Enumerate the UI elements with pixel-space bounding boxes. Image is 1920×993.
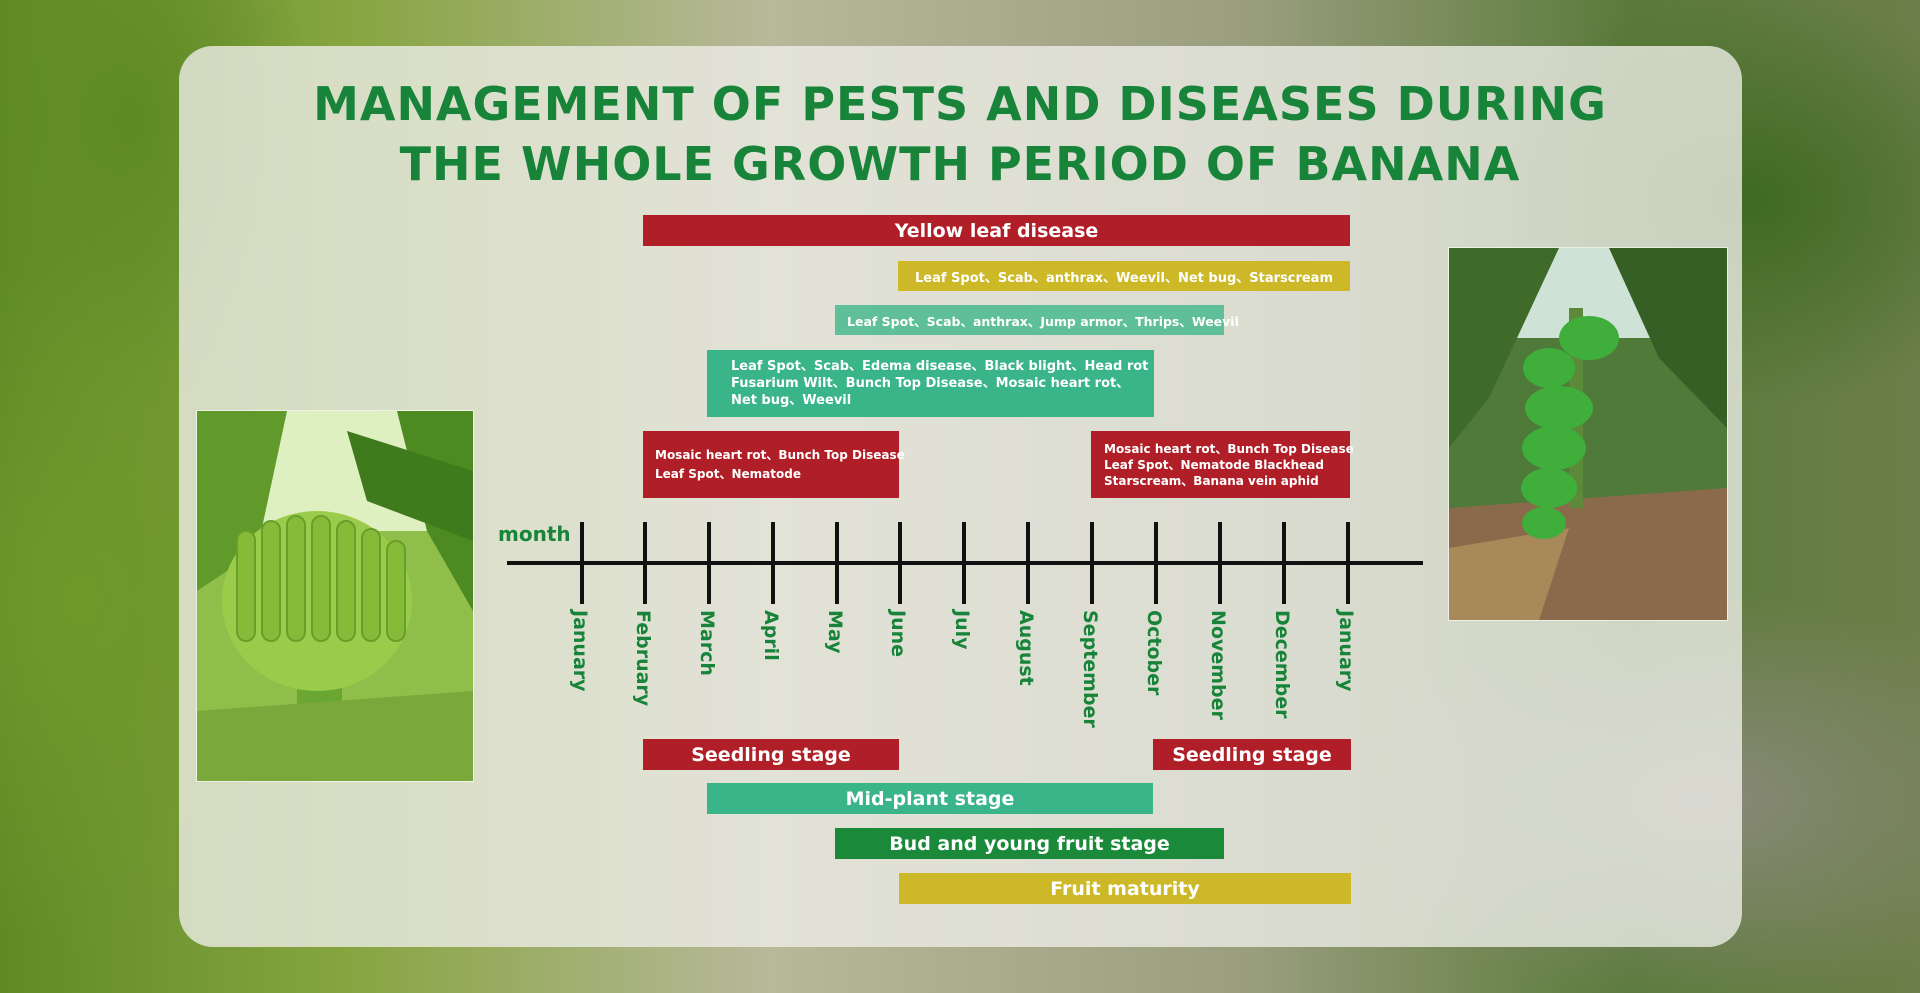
- stage-bar-seedling-late: Seedling stage: [1153, 739, 1351, 770]
- month-label: September: [1079, 610, 1101, 728]
- month-tick: [835, 522, 839, 604]
- month-label: January: [1335, 610, 1357, 692]
- pest-bar-may-oct: Leaf Spot、Scab、anthrax、Jump armor、Thrips…: [835, 305, 1239, 335]
- month-label: November: [1207, 610, 1229, 720]
- month-tick: [707, 522, 711, 604]
- month-label: December: [1271, 610, 1293, 719]
- month-label: August: [1015, 610, 1037, 686]
- stage-bar-seedling-early: Seedling stage: [643, 739, 899, 770]
- pest-bar-yellow-leaf-disease: Yellow leaf disease: [643, 215, 1350, 246]
- pest-bar-label: Leaf Spot、Scab、anthrax、Jump armor、Thrips…: [847, 313, 1239, 329]
- stage-bar-mid-plant: Mid-plant stage: [707, 783, 1153, 814]
- stage-label: Seedling stage: [1172, 743, 1332, 766]
- stage-bar-bud-young-fruit: Bud and young fruit stage: [835, 828, 1224, 859]
- pest-bar-line-1: Mosaic heart rot、Bunch Top Disease: [1104, 441, 1354, 456]
- banana-plant-photo: [1448, 247, 1728, 621]
- month-tick: [1154, 522, 1158, 604]
- banana-bunch-photo: [196, 410, 474, 782]
- pest-bar-label: Yellow leaf disease: [894, 219, 1099, 242]
- month-tick: [1026, 522, 1030, 604]
- month-label: February: [632, 610, 654, 707]
- pest-bar-feb-may: Mosaic heart rot、Bunch Top Disease Leaf …: [643, 431, 905, 498]
- stage-label: Mid-plant stage: [845, 787, 1015, 810]
- month-tick: [1282, 522, 1286, 604]
- stage-label: Fruit maturity: [1050, 877, 1200, 900]
- pest-bar-line-1: Mosaic heart rot、Bunch Top Disease: [655, 447, 905, 462]
- month-label: October: [1143, 610, 1165, 696]
- page-title: MANAGEMENT OF PESTS AND DISEASES DURING …: [240, 74, 1680, 194]
- pest-bar-line-3: Starscream、Banana vein aphid: [1104, 473, 1319, 488]
- month-label: April: [760, 610, 782, 661]
- pest-bar-line-2: Leaf Spot、Nematode: [655, 466, 801, 481]
- month-label: June: [887, 610, 909, 658]
- stage-bar-fruit-maturity: Fruit maturity: [899, 873, 1351, 904]
- title-line-1: MANAGEMENT OF PESTS AND DISEASES DURING: [313, 77, 1607, 131]
- stage-label: Seedling stage: [691, 743, 851, 766]
- month-label: May: [824, 610, 846, 654]
- month-label: March: [696, 610, 718, 676]
- pest-bar-mar-sep: Leaf Spot、Scab、Edema disease、Black bligh…: [707, 350, 1154, 417]
- month-label: January: [569, 610, 591, 692]
- month-tick: [1218, 522, 1222, 604]
- month-tick: [771, 522, 775, 604]
- month-label: July: [951, 610, 973, 650]
- month-tick: [898, 522, 902, 604]
- axis-unit-label: month: [498, 522, 571, 546]
- pest-bar-sep-dec: Mosaic heart rot、Bunch Top Disease Leaf …: [1091, 431, 1354, 498]
- title-line-2: THE WHOLE GROWTH PERIOD OF BANANA: [399, 137, 1521, 191]
- pest-bar-line-1: Leaf Spot、Scab、Edema disease、Black bligh…: [731, 359, 1149, 374]
- month-tick: [962, 522, 966, 604]
- pest-bar-line-3: Net bug、Weevil: [731, 393, 852, 408]
- pest-bar-label: Leaf Spot、Scab、anthrax、Weevil、Net bug、St…: [914, 270, 1334, 286]
- pest-bar-line-2: Fusarium Wilt、Bunch Top Disease、Mosaic h…: [731, 376, 1130, 391]
- month-tick: [580, 522, 584, 604]
- pest-bar-line-2: Leaf Spot、Nematode Blackhead: [1104, 457, 1324, 472]
- stage-label: Bud and young fruit stage: [889, 832, 1170, 855]
- month-tick: [1090, 522, 1094, 604]
- month-tick: [1346, 522, 1350, 604]
- pest-bar-jun-dec: Leaf Spot、Scab、anthrax、Weevil、Net bug、St…: [898, 261, 1350, 291]
- month-tick: [643, 522, 647, 604]
